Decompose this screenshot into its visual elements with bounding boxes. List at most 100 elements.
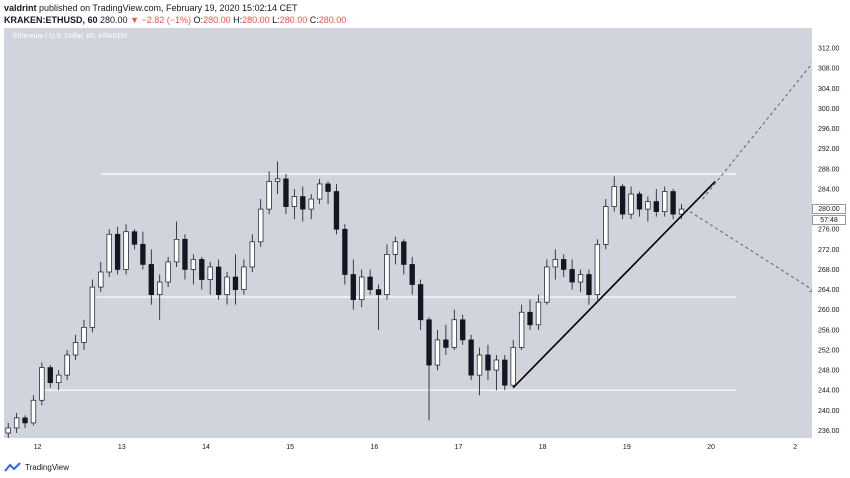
candle-body-down	[468, 339, 474, 376]
candle-body-down	[148, 264, 154, 295]
candle-body-up	[13, 417, 20, 429]
candle-body-down	[215, 266, 222, 295]
candle-body-up	[678, 208, 685, 215]
candle	[182, 234, 188, 280]
candle	[636, 191, 643, 217]
candle-body-down	[527, 311, 533, 326]
candle	[451, 309, 457, 350]
candle-body-up	[603, 206, 609, 245]
candle-body-down	[325, 183, 331, 192]
symbol-label: KRAKEN:ETHUSD, 60	[4, 15, 98, 25]
low-value: 280.00	[279, 15, 308, 25]
candle	[392, 236, 399, 265]
candle-body-down	[561, 259, 567, 270]
candle	[106, 229, 112, 278]
candle	[266, 171, 272, 215]
candle	[114, 226, 121, 275]
candle-body-down	[443, 339, 449, 348]
chart-pane[interactable]: Ethereum / U.S. Dollar, 60, KRAKEN	[4, 28, 812, 438]
open-label: O:	[193, 15, 204, 25]
candle-body-down	[417, 284, 424, 321]
candle	[527, 299, 533, 330]
candle	[89, 279, 96, 333]
candle	[123, 224, 129, 275]
candle-body-down	[182, 238, 188, 270]
price-tick-label: 272.00	[818, 247, 840, 254]
candle-body-up	[594, 243, 601, 295]
candle-body-up	[39, 367, 45, 401]
footer-brand[interactable]: TradingView	[4, 460, 69, 474]
candle-body-up	[662, 191, 668, 212]
candle	[628, 186, 634, 220]
price-axis[interactable]: 312.00 308.00 304.00 300.00 296.00 292.00 288.…	[812, 28, 850, 438]
time-tick-label: 15	[286, 444, 294, 451]
candle	[258, 199, 264, 247]
high-value: 280.00	[242, 15, 270, 25]
price-tick-label: 268.00	[818, 267, 840, 274]
candle	[207, 261, 213, 295]
candle-body-up	[165, 261, 171, 283]
price-tick-label: 240.00	[818, 408, 840, 415]
candle	[569, 259, 575, 290]
candle	[409, 256, 415, 295]
candle	[645, 196, 651, 222]
candle-body-up	[266, 181, 272, 210]
candle-body-up	[384, 254, 390, 295]
candle-body-up	[645, 201, 651, 210]
author-name[interactable]: valdrint	[4, 3, 37, 13]
candle	[535, 294, 542, 330]
candle	[13, 412, 20, 433]
candle	[468, 334, 474, 381]
candle	[316, 178, 323, 205]
high-label: H:	[233, 15, 243, 25]
candle	[5, 422, 11, 438]
candle	[603, 199, 609, 250]
price-tick-label: 312.00	[818, 46, 840, 53]
candle-body-up	[224, 276, 230, 295]
published-line: valdrint published on TradingView.com, F…	[4, 3, 298, 13]
candle	[670, 188, 676, 220]
time-tick-label: 13	[118, 444, 126, 451]
candle-body-up	[493, 359, 500, 371]
price-tick-label: 304.00	[818, 86, 840, 93]
candle-body-down	[367, 276, 373, 290]
candle-body-down	[460, 319, 466, 341]
time-tick-label: 12	[34, 444, 42, 451]
time-tick-label: 19	[623, 444, 631, 451]
projection-arrow-down-head	[809, 290, 812, 293]
candle-body-up	[190, 259, 197, 270]
time-tick-label: 17	[455, 444, 463, 451]
candle	[131, 229, 138, 250]
candle	[283, 173, 289, 215]
time-axis[interactable]: 12 13 14 15 16 17 18 19 20 2	[4, 438, 812, 454]
candle-body-up	[510, 347, 516, 386]
candle	[81, 319, 87, 350]
tradingview-logo-icon	[4, 462, 21, 472]
price-tick-label: 276.00	[818, 227, 840, 234]
time-tick-label: 18	[539, 444, 547, 451]
candle	[611, 176, 617, 212]
candle-body-down	[140, 243, 146, 265]
candle-body-up	[291, 196, 298, 207]
price-tick-label: 260.00	[818, 307, 840, 314]
last-price: 280.00	[100, 15, 128, 25]
candle-body-up	[157, 281, 163, 295]
candle-body-up	[5, 427, 11, 434]
candle-body-down	[653, 201, 659, 212]
close-value: 280.00	[318, 15, 347, 25]
candle-body-up	[106, 233, 112, 273]
candle	[426, 317, 432, 421]
projection-arrow-down	[689, 211, 812, 291]
candle-body-up	[56, 374, 62, 384]
candle	[333, 183, 340, 235]
candle-body-up	[308, 198, 314, 210]
candle-body-up	[72, 342, 79, 356]
candle-body-up	[316, 183, 323, 200]
candle	[485, 344, 491, 381]
price-chart[interactable]	[4, 28, 812, 438]
candle-body-up	[98, 271, 104, 288]
candle-body-down	[199, 259, 205, 280]
time-tick-label: 14	[202, 444, 210, 451]
candle-body-down	[333, 191, 340, 230]
candle	[173, 221, 180, 267]
